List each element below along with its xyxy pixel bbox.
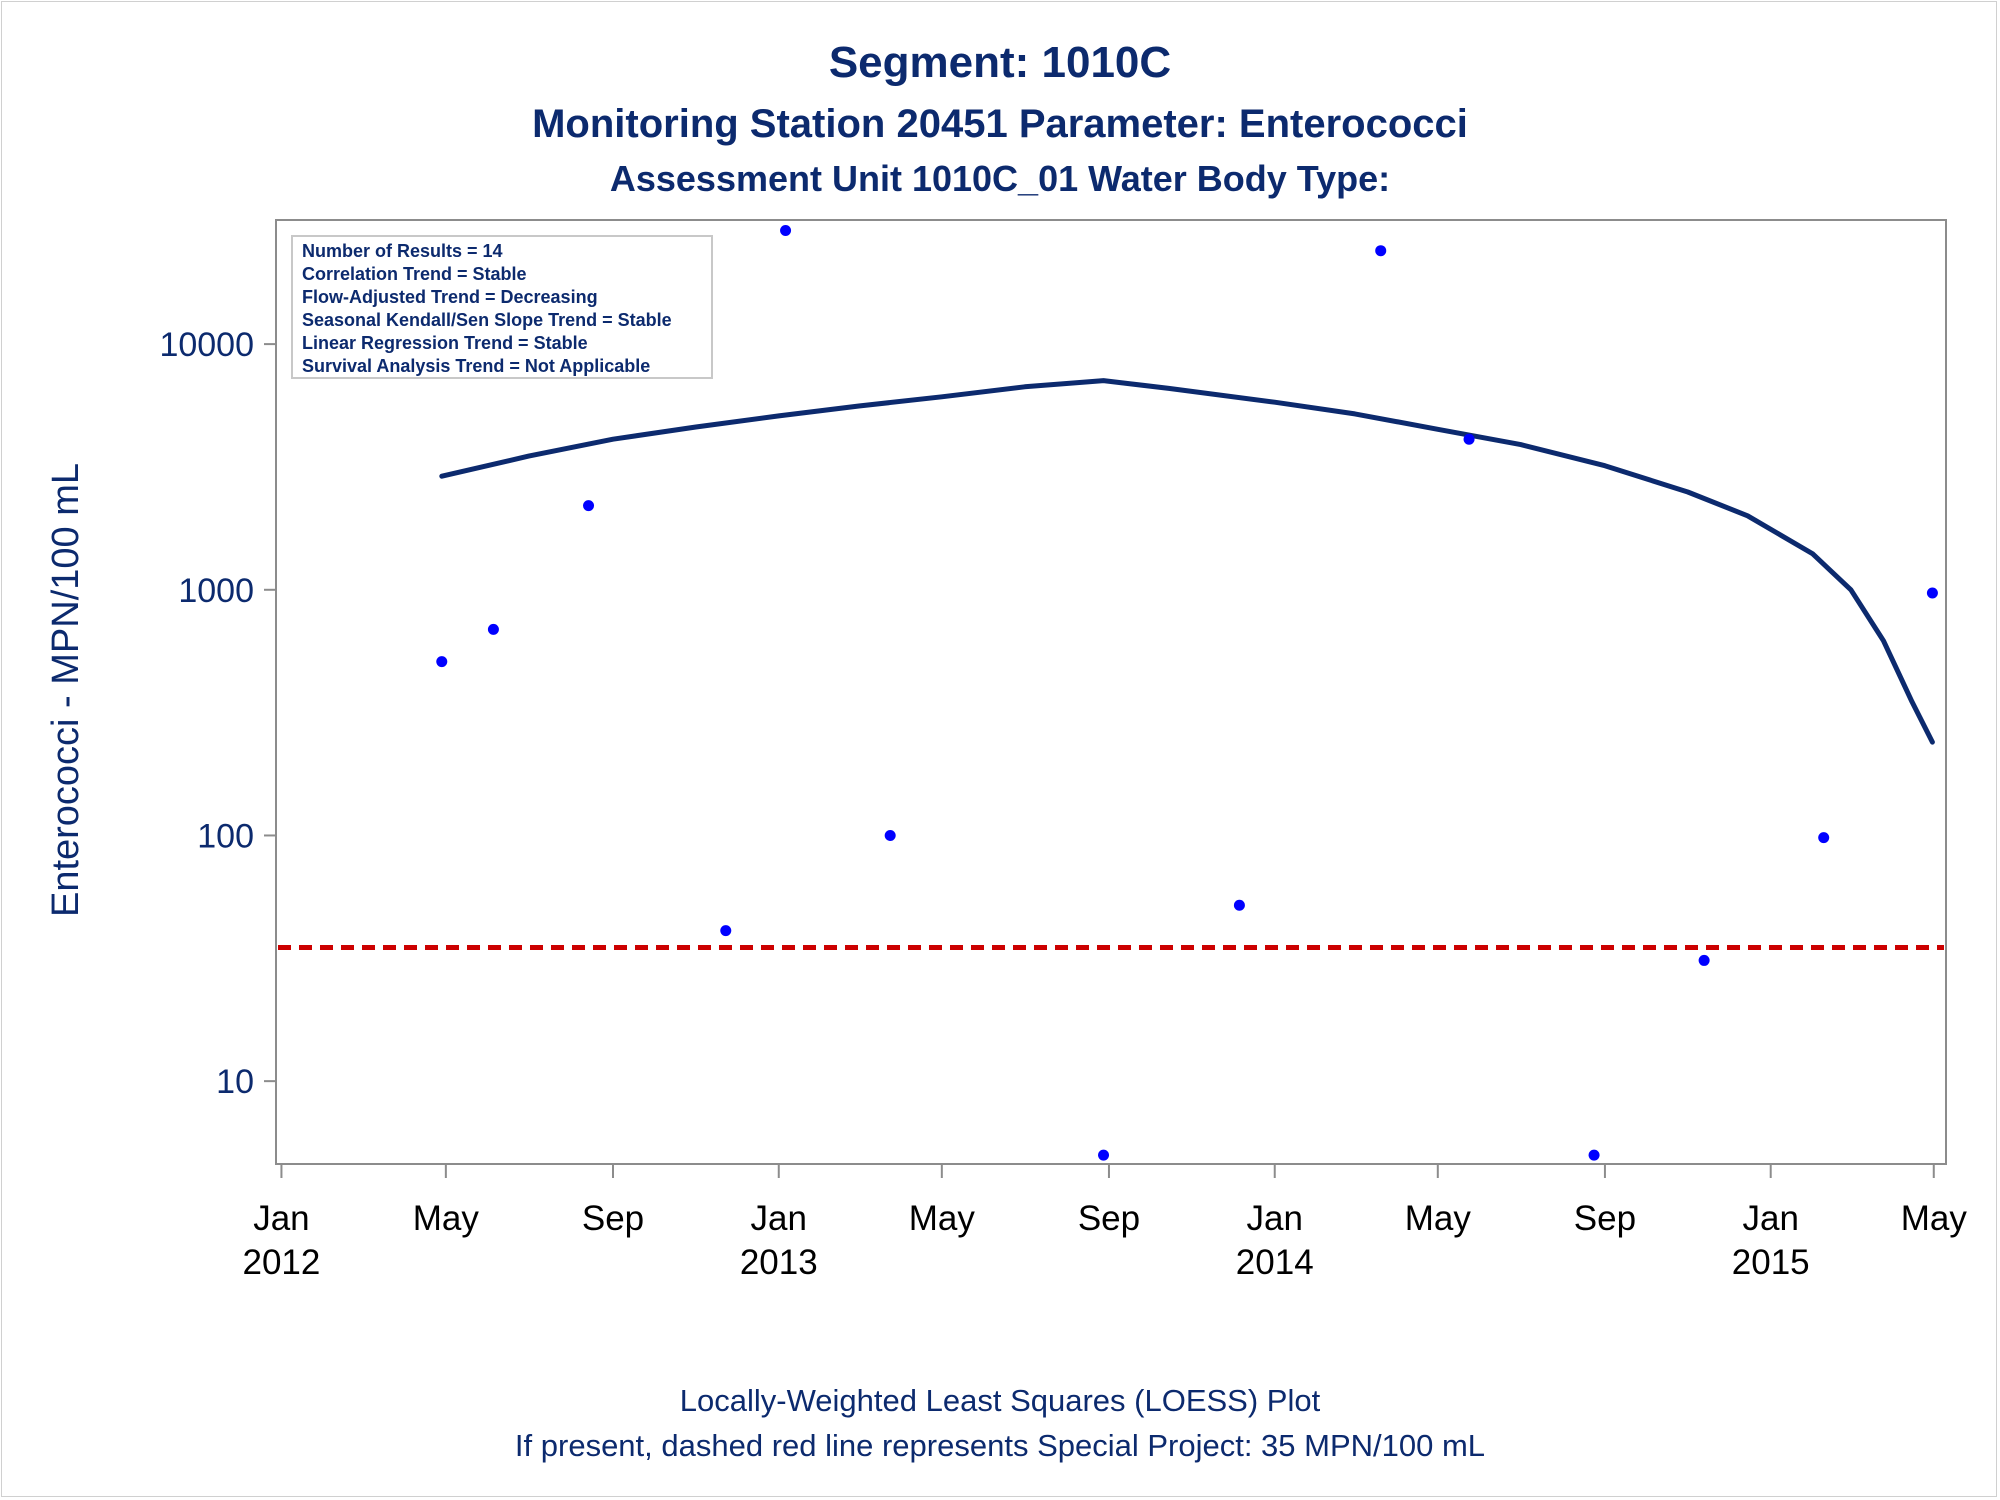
data-point: [780, 225, 792, 237]
data-point: [583, 500, 595, 512]
x-tick-label: Sep: [1078, 1199, 1140, 1238]
data-point: [1818, 832, 1830, 844]
x-tick-year-label: 2015: [1732, 1243, 1810, 1282]
x-tick-label: Sep: [582, 1199, 644, 1238]
data-point: [884, 829, 896, 841]
y-tick-label: 10000: [159, 326, 254, 364]
x-tick-label: May: [413, 1199, 480, 1238]
y-tick-label: 1000: [178, 572, 254, 610]
y-tick-label: 10: [216, 1063, 254, 1101]
data-point: [720, 925, 732, 937]
data-point: [1926, 587, 1938, 599]
trend-info-line: Number of Results = 14: [302, 241, 503, 261]
data-point: [1698, 954, 1710, 966]
loess-curve: [439, 378, 1935, 745]
data-point: [1375, 245, 1387, 257]
data-point: [1463, 433, 1475, 445]
trend-info-box-border: [291, 235, 713, 379]
y-tick-label: 100: [197, 817, 254, 855]
footnote-reference-line: If present, dashed red line represents S…: [514, 1428, 1486, 1463]
x-tick-label: May: [1405, 1199, 1472, 1238]
trend-info-line: Correlation Trend = Stable: [302, 264, 527, 284]
x-tick-year-label: 2012: [242, 1243, 320, 1282]
y-axis: 10 100 1000 10000: [159, 326, 276, 1101]
x-tick-label: Jan: [751, 1199, 807, 1238]
y-axis-title: Enterococci - MPN/100 mL: [45, 463, 87, 917]
trend-info-line: Flow-Adjusted Trend = Decreasing: [302, 287, 598, 307]
plot-area: [275, 219, 1947, 1165]
trend-info-line: Survival Analysis Trend = Not Applicable: [302, 356, 650, 376]
x-tick-label: Jan: [253, 1199, 309, 1238]
loess-curve-layer: [439, 378, 1935, 745]
x-tick-year-label: 2013: [740, 1243, 818, 1282]
data-point: [1098, 1149, 1110, 1161]
x-axis: Jan 2012 May Sep Jan 2013 May Sep Jan 2014 May Sep J…: [242, 1164, 1967, 1282]
x-tick-label: Sep: [1574, 1199, 1636, 1238]
x-tick-year-label: 2014: [1236, 1243, 1314, 1282]
data-point: [487, 623, 499, 635]
x-tick-label: Jan: [1742, 1199, 1798, 1238]
data-point: [1233, 899, 1245, 911]
trend-info-box: Number of Results = 14 Correlation Trend …: [291, 235, 713, 379]
chart-subtitle-station: Monitoring Station 20451 Parameter: Ente…: [532, 102, 1468, 146]
chart-title: Segment: 1010C: [828, 38, 1172, 87]
trend-info-line: Seasonal Kendall/Sen Slope Trend = Stabl…: [302, 310, 672, 330]
data-point: [436, 656, 448, 668]
x-tick-label: Jan: [1247, 1199, 1303, 1238]
footnote-plot-type: Locally-Weighted Least Squares (LOESS) P…: [679, 1383, 1321, 1418]
scatter-points-layer: [436, 225, 1938, 1161]
data-point: [1588, 1149, 1600, 1161]
x-tick-label: May: [1901, 1199, 1968, 1238]
trend-info-line: Linear Regression Trend = Stable: [302, 333, 588, 353]
chart-subtitle-assessment: Assessment Unit 1010C_01 Water Body Type…: [609, 158, 1391, 199]
x-tick-label: May: [909, 1199, 976, 1238]
